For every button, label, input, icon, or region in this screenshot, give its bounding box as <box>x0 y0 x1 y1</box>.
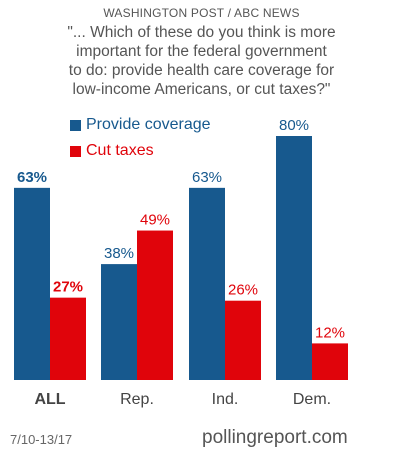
category-label-rep: Rep. <box>120 391 154 408</box>
bar-cut-taxes-all <box>50 297 86 380</box>
data-label-provide-coverage-ind: 63% <box>192 169 222 186</box>
category-label-ind: Ind. <box>212 391 239 408</box>
legend-item-cut-taxes: Cut taxes <box>70 140 211 162</box>
question-line: important for the federal government <box>76 43 327 60</box>
question-text: "... Which of these do you think is more… <box>0 23 403 99</box>
data-label-provide-coverage-all: 63% <box>17 169 47 186</box>
data-label-cut-taxes-ind: 26% <box>228 282 258 299</box>
category-label-dem: Dem. <box>293 391 331 408</box>
bar-provide-coverage-rep <box>101 264 137 380</box>
legend-label-provide-coverage: Provide coverage <box>86 116 211 133</box>
bar-cut-taxes-ind <box>225 300 261 380</box>
question-line: "... Which of these do you think is more <box>67 24 336 41</box>
data-label-provide-coverage-dem: 80% <box>279 117 309 134</box>
legend-label-cut-taxes: Cut taxes <box>86 142 154 159</box>
bar-provide-coverage-all <box>14 187 50 380</box>
category-label-all: ALL <box>34 391 65 408</box>
legend-swatch-provide-coverage <box>70 119 81 131</box>
legend: Provide coverage Cut taxes <box>70 114 211 166</box>
bar-provide-coverage-dem <box>276 136 312 380</box>
data-label-cut-taxes-dem: 12% <box>315 324 345 341</box>
poll-date: 7/10-13/17 <box>10 432 73 447</box>
question-line: to do: provide health care coverage for <box>68 62 335 79</box>
bar-provide-coverage-ind <box>189 187 225 380</box>
bar-cut-taxes-dem <box>312 343 348 380</box>
question-line: low-income Americans, or cut taxes?" <box>72 81 331 98</box>
bar-cut-taxes-rep <box>137 230 173 380</box>
source-site: pollingreport.com <box>202 427 348 448</box>
source-label: WASHINGTON POST / ABC NEWS <box>103 6 300 20</box>
legend-item-provide-coverage: Provide coverage <box>70 114 211 136</box>
data-label-cut-taxes-rep: 49% <box>140 212 170 229</box>
data-label-provide-coverage-rep: 38% <box>104 245 134 262</box>
data-label-cut-taxes-all: 27% <box>53 279 83 296</box>
legend-swatch-cut-taxes <box>70 145 81 157</box>
